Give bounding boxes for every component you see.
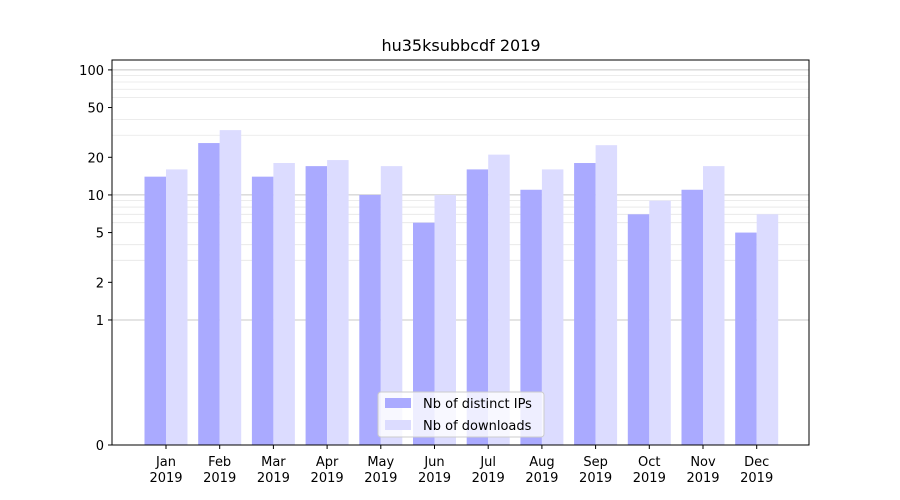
legend-swatch-downloads xyxy=(385,420,411,430)
x-tick-label-month: Jul xyxy=(479,455,496,470)
chart-title: hu35ksubbcdf 2019 xyxy=(381,36,540,55)
bar-distinct-ips-oct xyxy=(627,214,650,445)
bar-downloads-jul xyxy=(488,154,510,446)
chart-legend: Nb of distinct IPs Nb of downloads xyxy=(377,391,545,438)
bar-downloads-nov xyxy=(703,166,725,445)
x-tick-label-year: 2019 xyxy=(686,471,719,486)
bar-downloads-sep xyxy=(595,145,618,445)
bar-downloads-mar xyxy=(273,163,295,445)
bar-distinct-ips-aug xyxy=(520,189,542,445)
x-tick-label-month: May xyxy=(367,455,394,470)
legend-swatch-distinct-ips xyxy=(385,398,411,408)
x-axis-ticks: Jan2019Feb2019Mar2019Apr2019May2019Jun20… xyxy=(149,445,773,486)
x-tick-label-month: Jan xyxy=(155,455,176,470)
x-tick-label-month: Dec xyxy=(744,455,769,470)
x-tick-label-year: 2019 xyxy=(364,471,397,486)
x-tick-label-year: 2019 xyxy=(740,471,773,486)
bar-distinct-ips-mar xyxy=(251,176,274,445)
plot-area-frame xyxy=(111,59,810,446)
bar-distinct-ips-jul xyxy=(466,169,489,445)
bar-distinct-ips-dec xyxy=(735,232,757,445)
x-tick-label-month: Feb xyxy=(208,455,231,470)
x-tick-label-year: 2019 xyxy=(257,471,290,486)
bar-downloads-oct xyxy=(649,200,671,445)
y-axis-ticks: 0 1 2 5 10 20 50 100 xyxy=(79,64,112,454)
legend-frame xyxy=(377,391,545,438)
x-tick-label-year: 2019 xyxy=(149,471,182,486)
bar-downloads-feb xyxy=(219,130,242,445)
x-tick-label-month: Jun xyxy=(423,455,444,470)
bar-distinct-ips-feb xyxy=(198,143,220,445)
bar-distinct-ips-sep xyxy=(574,163,596,445)
legend-label-downloads: Nb of downloads xyxy=(423,419,532,434)
y-tick-label: 50 xyxy=(87,102,104,117)
bar-downloads-jan xyxy=(166,169,188,445)
bar-distinct-ips-jan xyxy=(144,176,166,445)
bar-distinct-ips-apr xyxy=(305,166,328,445)
y-tick-label: 5 xyxy=(96,227,104,242)
x-tick-label-month: Apr xyxy=(316,455,339,470)
y-tick-label: 10 xyxy=(87,189,104,204)
y-tick-label: 0 xyxy=(96,439,104,454)
x-tick-label-year: 2019 xyxy=(579,471,612,486)
y-tick-label: 2 xyxy=(96,276,104,291)
x-tick-label-year: 2019 xyxy=(311,471,344,486)
bar-distinct-ips-nov xyxy=(681,189,703,445)
bars xyxy=(144,130,779,446)
bar-downloads-apr xyxy=(327,160,349,445)
bar-distinct-ips-jun xyxy=(413,222,435,445)
bar-downloads-may xyxy=(380,166,403,445)
x-tick-label-month: Nov xyxy=(690,455,716,470)
x-tick-label-year: 2019 xyxy=(525,471,558,486)
bar-downloads-jun xyxy=(434,194,456,445)
y-tick-label: 100 xyxy=(79,64,104,79)
bar-distinct-ips-may xyxy=(359,194,381,445)
bar-downloads-aug xyxy=(541,169,564,445)
y-tick-label: 1 xyxy=(96,314,104,329)
x-tick-label-year: 2019 xyxy=(633,471,666,486)
x-tick-label-month: Mar xyxy=(261,455,286,470)
x-tick-label-year: 2019 xyxy=(203,471,236,486)
x-tick-label-month: Aug xyxy=(529,455,554,470)
bar-downloads-dec xyxy=(756,214,779,445)
x-tick-label-year: 2019 xyxy=(418,471,451,486)
x-tick-label-year: 2019 xyxy=(472,471,505,486)
legend-label-distinct-ips: Nb of distinct IPs xyxy=(423,397,532,412)
x-tick-label-month: Oct xyxy=(638,455,660,470)
y-tick-label: 20 xyxy=(87,151,104,166)
x-tick-label-month: Sep xyxy=(583,455,608,470)
